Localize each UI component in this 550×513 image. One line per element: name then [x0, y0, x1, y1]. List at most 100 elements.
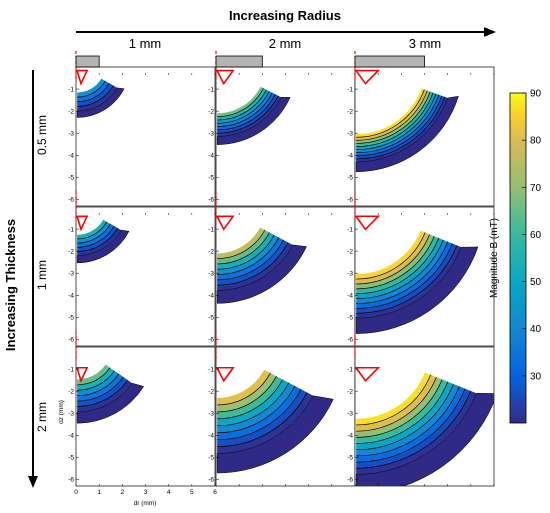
- contour-line: [356, 245, 458, 314]
- y-tick-label: -2: [68, 388, 74, 395]
- field-band: [356, 372, 431, 425]
- field-band: [217, 237, 284, 280]
- colorbar-tick-label: 70: [530, 183, 542, 194]
- panel-grid: -1 -2 -3 -4 -5 -6 -1 -2 -3 -4 -5 -6 -1 -2 -3 -4 -5 -6 -1 -2…: [68, 51, 495, 496]
- contour-line: [217, 89, 267, 121]
- contour-line: [217, 234, 275, 270]
- panel-plot-area: [216, 227, 307, 304]
- contour-line: [356, 381, 449, 444]
- y-tick-label: -4: [68, 433, 74, 440]
- magnet-marker: [75, 69, 89, 86]
- field-band: [356, 390, 477, 475]
- row-header-3: 2 mm: [35, 402, 49, 432]
- contour-line: [217, 95, 279, 134]
- y-tick-label: -1: [347, 366, 353, 373]
- magnet-marker: [215, 69, 235, 86]
- field-band: [356, 245, 462, 319]
- y-axis-title: Increasing Thickness: [3, 219, 18, 351]
- field-band: [356, 91, 434, 147]
- magnet-marker: [354, 366, 381, 382]
- y-tick-label: -4: [68, 153, 74, 160]
- y-tick-label: -3: [208, 130, 214, 137]
- x-tick-label: 3: [144, 489, 148, 496]
- contour-line: [356, 390, 472, 469]
- colorbar-tick-label: 80: [530, 136, 542, 147]
- y-tick-label: -3: [68, 270, 74, 277]
- field-band: [77, 78, 106, 98]
- field-band: [217, 92, 276, 130]
- contour-line: [356, 236, 435, 290]
- low-field-region: [216, 395, 334, 474]
- field-band: [77, 228, 122, 256]
- y-tick-label: -1: [208, 86, 214, 93]
- panel-r1-c2: -1 -2 -3 -4 -5 -6: [208, 51, 356, 207]
- field-band: [356, 377, 443, 438]
- contour-line: [217, 376, 277, 413]
- x-tick-label: 5: [190, 489, 194, 496]
- y-tick-label: -5: [347, 315, 353, 322]
- contour-line: [356, 383, 454, 451]
- y-tick-label: -6: [347, 337, 353, 344]
- contour-line: [356, 232, 426, 280]
- field-band: [217, 242, 293, 291]
- field-band: [77, 83, 114, 107]
- contour-line: [356, 376, 437, 432]
- field-band: [217, 86, 264, 117]
- y-tick-label: -5: [347, 175, 353, 182]
- column-header-3: 3 mm: [409, 36, 442, 51]
- contour-line: [217, 88, 264, 117]
- contour-line: [77, 80, 106, 98]
- contour-line: [217, 91, 270, 124]
- y-tick-label: -2: [347, 108, 353, 115]
- x-axis-title: Increasing Radius: [229, 8, 341, 23]
- contour-line: [217, 382, 290, 427]
- contour-line: [217, 92, 273, 127]
- y-tick-label: -2: [347, 248, 353, 255]
- contour-line: [217, 372, 271, 406]
- contour-line: [356, 95, 443, 157]
- contour-line: [217, 94, 276, 131]
- y-tick-label: -6: [208, 477, 214, 484]
- field-band: [77, 367, 115, 391]
- y-tick-label: -1: [208, 226, 214, 233]
- y-tick-label: -4: [347, 293, 353, 300]
- radius-bar: [215, 55, 263, 68]
- thickness-arrow-head: [28, 476, 38, 488]
- contour-line: [356, 241, 449, 304]
- panel-plot-area: [76, 364, 145, 424]
- field-band: [356, 89, 428, 141]
- y-tick-label: -3: [68, 130, 74, 137]
- panel-plot-area: [355, 372, 494, 486]
- panel-r2-c2: -1 -2 -3 -4 -5 -6: [208, 191, 356, 347]
- field-band: [217, 389, 308, 447]
- field-band: [77, 370, 119, 396]
- low-field-region: [355, 393, 494, 486]
- low-field-region: [216, 97, 291, 145]
- row-header-1: 0.5 mm: [35, 115, 49, 155]
- field-band: [77, 221, 111, 244]
- y-tick-label: -4: [68, 293, 74, 300]
- contour-line: [217, 229, 266, 259]
- y-tick-label: -5: [208, 455, 214, 462]
- radius-bar: [354, 55, 425, 68]
- y-tick-label: -6: [208, 197, 214, 204]
- contour-line: [356, 239, 444, 299]
- contour-line: [356, 374, 431, 426]
- colorbar-tick-label: 40: [530, 324, 542, 335]
- y-tick-label: -3: [68, 410, 74, 417]
- field-band: [217, 386, 302, 440]
- contour-line: [77, 367, 111, 386]
- field-band: [217, 88, 267, 120]
- column-header-2: 2 mm: [269, 36, 302, 51]
- panel-plot-area: [355, 88, 459, 172]
- contour-line: [356, 386, 460, 457]
- y-tick-label: -6: [68, 337, 74, 344]
- contour-line: [356, 90, 428, 141]
- colorbar-tick-label: 50: [530, 277, 542, 288]
- field-band: [356, 92, 436, 150]
- low-field-region: [76, 87, 125, 118]
- y-tick-label: -1: [347, 86, 353, 93]
- field-band: [77, 85, 118, 112]
- contour-line: [356, 93, 437, 150]
- field-band: [356, 90, 431, 144]
